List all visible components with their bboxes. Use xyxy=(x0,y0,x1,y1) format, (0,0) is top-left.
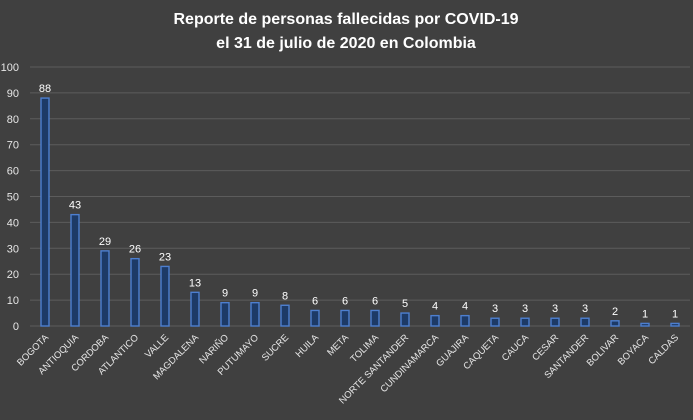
data-label: 4 xyxy=(432,301,438,313)
bar xyxy=(40,97,50,327)
y-axis-tick-labels: 0 10 20 30 40 50 60 70 80 90 100 xyxy=(1,62,19,333)
chart-title-line-1: Reporte de personas fallecidas por COVID… xyxy=(174,11,519,28)
data-label: 23 xyxy=(159,251,171,263)
bar xyxy=(400,312,410,327)
x-category-label: BOYACA xyxy=(616,332,652,368)
y-tick-label: 40 xyxy=(7,217,19,229)
y-tick-label: 20 xyxy=(7,269,19,281)
y-tick-label: 100 xyxy=(1,62,19,74)
data-label: 6 xyxy=(312,295,318,307)
data-label: 9 xyxy=(222,288,228,300)
chart-title-line-2: el 31 de julio de 2020 en Colombia xyxy=(216,35,476,52)
data-label: 5 xyxy=(402,298,408,310)
data-label: 8 xyxy=(282,290,288,302)
data-label: 43 xyxy=(69,200,81,212)
x-category-label: CAUCA xyxy=(500,332,532,364)
bar xyxy=(610,320,620,327)
data-label: 6 xyxy=(342,295,348,307)
data-label: 3 xyxy=(582,303,588,315)
bar xyxy=(340,309,350,327)
bar xyxy=(460,314,470,327)
bar xyxy=(250,301,260,327)
data-label: 13 xyxy=(189,277,201,289)
data-label: 3 xyxy=(522,303,528,315)
y-tick-label: 30 xyxy=(7,243,19,255)
data-label: 2 xyxy=(612,306,618,318)
bar xyxy=(70,213,80,327)
data-label: 29 xyxy=(99,236,111,248)
x-category-label: META xyxy=(325,332,351,358)
data-label: 26 xyxy=(129,244,141,256)
y-tick-label: 50 xyxy=(7,192,19,204)
bar xyxy=(100,250,110,327)
data-label: 3 xyxy=(552,303,558,315)
x-category-label: CALDAS xyxy=(646,332,681,367)
data-label: 1 xyxy=(642,308,648,320)
x-category-label: HUILA xyxy=(294,332,322,360)
data-label: 6 xyxy=(372,295,378,307)
bar xyxy=(640,322,650,327)
data-label: 4 xyxy=(462,301,468,313)
bar xyxy=(370,309,380,327)
bar xyxy=(490,317,500,327)
bar xyxy=(310,309,320,327)
x-category-label: SUCRE xyxy=(260,332,291,363)
y-tick-label: 10 xyxy=(7,295,19,307)
y-tick-label: 60 xyxy=(7,166,19,178)
data-label: 3 xyxy=(492,303,498,315)
bar xyxy=(190,291,200,327)
data-label: 9 xyxy=(252,288,258,300)
bar xyxy=(520,317,530,327)
y-tick-label: 90 xyxy=(7,88,19,100)
x-category-label: VALLE xyxy=(143,332,171,360)
data-label: 1 xyxy=(672,308,678,320)
bars xyxy=(40,97,680,327)
bar xyxy=(280,304,290,327)
bar xyxy=(160,265,170,327)
y-tick-label: 80 xyxy=(7,114,19,126)
bar xyxy=(130,257,140,327)
x-category-label: BOLIVAR xyxy=(585,332,621,368)
gridlines xyxy=(30,66,690,327)
bar xyxy=(550,317,560,327)
bar xyxy=(670,322,680,327)
data-label: 88 xyxy=(39,83,51,95)
bar xyxy=(580,317,590,327)
y-tick-label: 70 xyxy=(7,140,19,152)
x-category-label: CUNDINAMARCA xyxy=(378,332,441,395)
bar xyxy=(430,314,440,327)
bar xyxy=(220,301,230,327)
y-tick-label: 0 xyxy=(13,321,19,333)
